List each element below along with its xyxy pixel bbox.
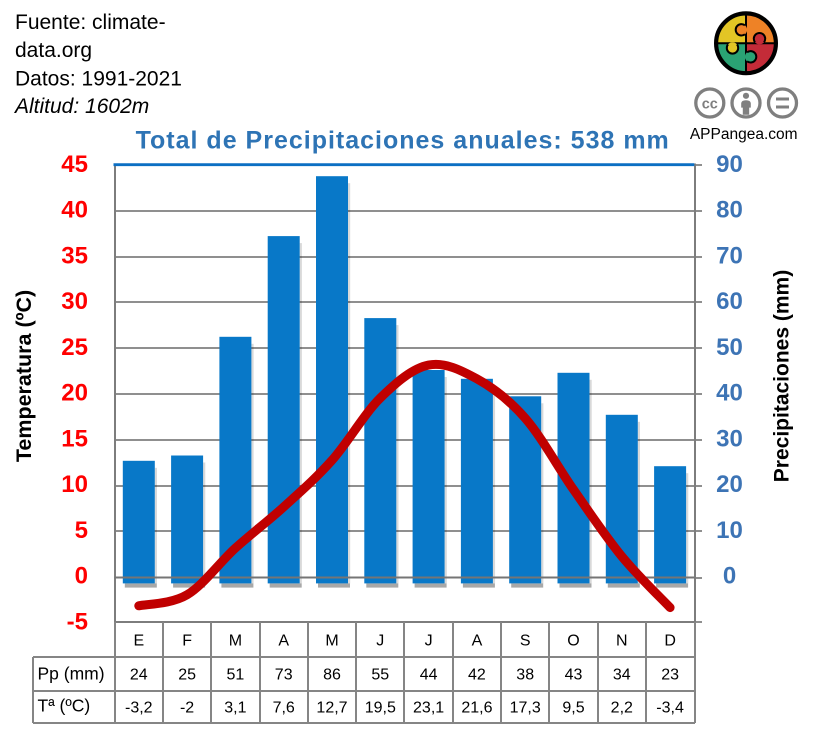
svg-text:30: 30 (61, 288, 88, 315)
svg-text:21,6: 21,6 (461, 700, 492, 717)
svg-text:43: 43 (565, 667, 583, 684)
svg-text:cc: cc (702, 96, 718, 112)
svg-text:55: 55 (371, 667, 389, 684)
svg-text:90: 90 (716, 151, 743, 178)
svg-text:30: 30 (716, 426, 743, 453)
svg-text:20: 20 (716, 471, 743, 498)
svg-text:80: 80 (716, 197, 743, 224)
svg-text:Datos: 1991-2021: Datos: 1991-2021 (15, 68, 182, 91)
svg-text:19,5: 19,5 (365, 700, 396, 717)
svg-text:5: 5 (75, 517, 88, 544)
svg-text:51: 51 (227, 667, 245, 684)
svg-text:17,3: 17,3 (510, 700, 541, 717)
svg-text:O: O (567, 633, 579, 650)
svg-text:35: 35 (61, 242, 88, 269)
svg-text:7,6: 7,6 (273, 700, 295, 717)
svg-text:10: 10 (61, 471, 88, 498)
svg-text:50: 50 (716, 334, 743, 361)
svg-text:40: 40 (716, 380, 743, 407)
svg-text:APPangea.com: APPangea.com (690, 126, 798, 143)
svg-text:A: A (472, 633, 483, 650)
svg-text:N: N (616, 633, 628, 650)
svg-text:45: 45 (61, 151, 88, 178)
svg-text:Pp (mm): Pp (mm) (38, 664, 105, 684)
svg-text:A: A (278, 633, 289, 650)
svg-text:9,5: 9,5 (562, 700, 584, 717)
svg-text:12,7: 12,7 (316, 700, 347, 717)
svg-text:86: 86 (323, 667, 341, 684)
svg-text:20: 20 (61, 380, 88, 407)
svg-text:Total de Precipitaciones anual: Total de Precipitaciones anuales: 538 mm (136, 127, 670, 155)
svg-text:-5: -5 (67, 609, 88, 636)
svg-text:Altitud: 1602m: Altitud: 1602m (13, 95, 149, 118)
svg-text:M: M (325, 633, 338, 650)
svg-text:15: 15 (61, 426, 88, 453)
svg-text:J: J (376, 633, 384, 650)
svg-text:F: F (182, 633, 192, 650)
svg-text:-3,4: -3,4 (656, 700, 684, 717)
svg-text:23,1: 23,1 (413, 700, 444, 717)
svg-text:38: 38 (516, 667, 534, 684)
svg-text:23: 23 (661, 667, 679, 684)
svg-text:data.org: data.org (15, 39, 92, 62)
svg-text:0: 0 (75, 563, 88, 590)
svg-text:70: 70 (716, 242, 743, 269)
svg-text:2,2: 2,2 (611, 700, 633, 717)
svg-text:73: 73 (275, 667, 293, 684)
svg-text:E: E (133, 633, 144, 650)
svg-text:J: J (425, 633, 433, 650)
svg-text:3,1: 3,1 (224, 700, 246, 717)
svg-text:-3,2: -3,2 (125, 700, 153, 717)
svg-text:10: 10 (716, 517, 743, 544)
svg-text:60: 60 (716, 288, 743, 315)
svg-text:Fuente: climate-: Fuente: climate- (15, 11, 166, 34)
svg-text:0: 0 (723, 563, 736, 590)
svg-text:24: 24 (130, 667, 148, 684)
svg-text:S: S (520, 633, 531, 650)
svg-text:D: D (664, 633, 676, 650)
svg-text:M: M (229, 633, 242, 650)
svg-text:25: 25 (178, 667, 196, 684)
svg-text:25: 25 (61, 334, 88, 361)
svg-text:40: 40 (61, 197, 88, 224)
svg-text:Precipitaciones (mm): Precipitaciones (mm) (771, 270, 794, 482)
svg-text:44: 44 (420, 667, 438, 684)
svg-text:Temperatura (ºC): Temperatura (ºC) (12, 290, 36, 462)
svg-text:34: 34 (613, 667, 631, 684)
svg-text:42: 42 (468, 667, 486, 684)
svg-text:-2: -2 (180, 700, 194, 717)
svg-text:Tª (ºC): Tª (ºC) (38, 695, 91, 715)
